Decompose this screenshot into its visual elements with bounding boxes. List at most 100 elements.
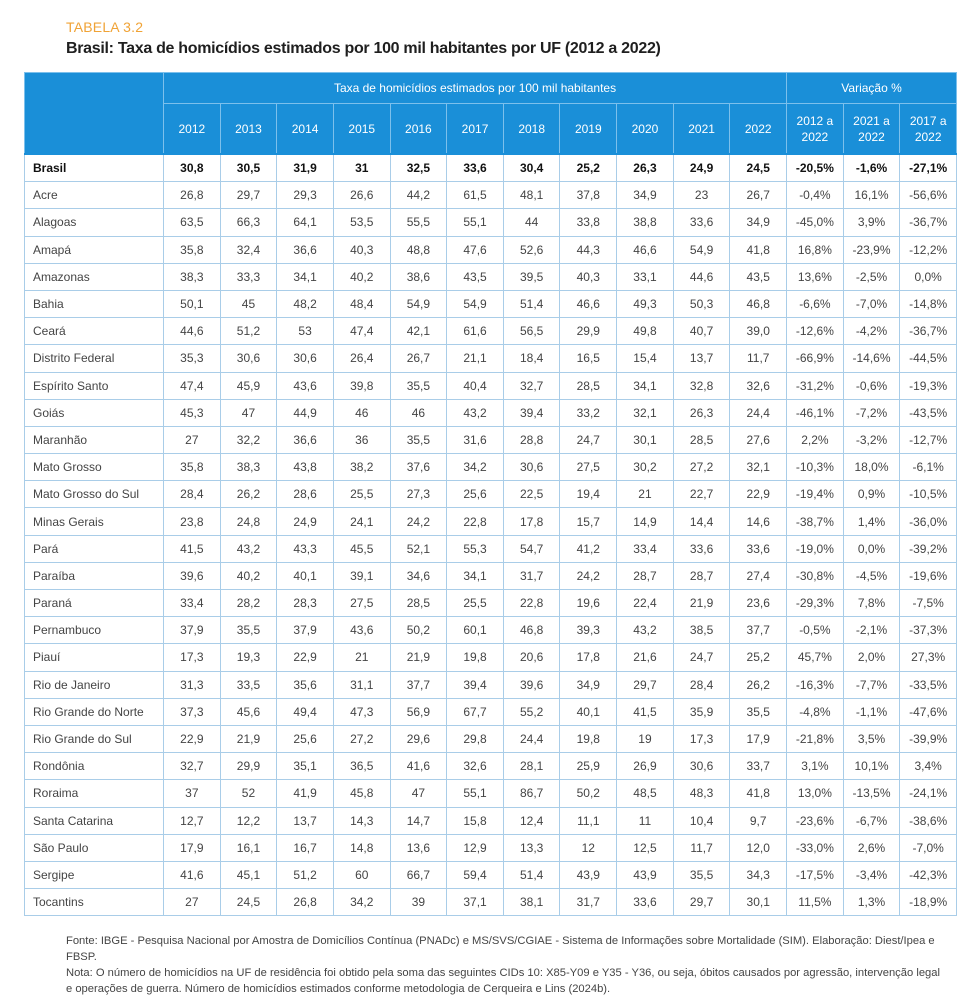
rate-cell: 39,1	[332, 561, 391, 591]
rate-cell: 24,9	[276, 507, 334, 536]
table-row: Paraná 33,4 28,2 28,3 27,5 28,5 25,5 22,8 19,6 22…	[24, 588, 957, 618]
rate-cell: 47	[219, 398, 278, 427]
rate-cell: 41,5	[616, 697, 674, 726]
variation-cell: -17,5%	[786, 860, 844, 890]
rate-cell: 17,9	[729, 724, 788, 754]
rate-cell: 27	[163, 425, 221, 455]
rate-cell: 28,4	[672, 670, 731, 699]
variation-cell: -7,5%	[899, 588, 957, 618]
rate-cell: 26,6	[332, 181, 391, 210]
table-row: Mato Grosso do Sul 28,4 26,2 28,6 25,5 27,3 25…	[24, 480, 957, 509]
rate-cell: 17,8	[502, 507, 561, 536]
table-row: Sergipe 41,6 45,1 51,2 60 66,7 59,4 51,4 43,9 43,…	[24, 860, 957, 890]
rate-cell: 26,3	[616, 153, 674, 183]
rate-cell: 29,7	[616, 670, 674, 699]
rate-cell: 48,8	[389, 235, 448, 264]
rate-cell: 43,9	[559, 860, 618, 890]
table-row: Ceará 44,6 51,2 53 47,4 42,1 61,6 56,5 29,9 49,8 4…	[24, 317, 957, 346]
rate-cell: 26,3	[672, 398, 731, 427]
rate-cell: 21,9	[389, 643, 448, 672]
rate-cell: 53	[276, 317, 334, 346]
uf-name: Tocantins	[24, 888, 164, 917]
rate-cell: 44,6	[163, 317, 221, 346]
variation-header-line: 2022	[801, 129, 829, 144]
rate-cell: 30,6	[219, 344, 278, 373]
rate-cell: 55,3	[446, 534, 504, 563]
variation-cell: -2,5%	[842, 262, 901, 291]
rate-cell: 26,8	[276, 888, 334, 917]
rate-cell: 28,6	[276, 480, 334, 509]
rate-cell: 33,6	[672, 534, 731, 563]
rate-cell: 32,5	[389, 153, 448, 183]
rate-cell: 34,6	[389, 561, 448, 591]
variation-cell: 13,6%	[786, 262, 844, 291]
rate-cell: 61,6	[446, 317, 504, 346]
rate-cell: 26,2	[729, 670, 788, 699]
rate-cell: 46,8	[729, 289, 788, 319]
rate-cell: 35,5	[389, 425, 448, 455]
variation-cell: -19,6%	[899, 561, 957, 591]
rate-cell: 43,2	[616, 616, 674, 645]
rate-cell: 24,7	[559, 425, 618, 455]
table-row: Pará 41,5 43,2 43,3 45,5 52,1 55,3 54,7 41,2 33,4…	[24, 534, 957, 563]
rate-cell: 15,7	[559, 507, 618, 536]
rate-cell: 19	[616, 724, 674, 754]
rate-cell: 14,6	[729, 507, 788, 536]
rate-cell: 32,8	[672, 371, 731, 400]
rate-cell: 39	[389, 888, 448, 917]
rate-cell: 49,3	[616, 289, 674, 319]
rate-cell: 38,2	[332, 453, 391, 482]
variation-cell: 2,2%	[786, 425, 844, 455]
rate-cell: 47,3	[332, 697, 391, 726]
variation-cell: 16,1%	[842, 181, 901, 210]
rate-cell: 14,8	[332, 833, 391, 862]
uf-name: Mato Grosso do Sul	[24, 480, 164, 509]
rate-cell: 56,5	[502, 317, 561, 346]
table-row: Tocantins 27 24,5 26,8 34,2 39 37,1 38,1 31,7 33,…	[24, 888, 957, 917]
variation-cell: 18,0%	[842, 453, 901, 482]
uf-name: Piauí	[24, 643, 164, 672]
rate-cell: 32,6	[446, 752, 504, 781]
rate-cell: 22,4	[616, 588, 674, 618]
table-row: Roraima 37 52 41,9 45,8 47 55,1 86,7 50,2 48,5 48,…	[24, 779, 957, 808]
rate-cell: 29,9	[219, 752, 278, 781]
rate-cell: 26,8	[163, 181, 221, 210]
rate-cell: 13,3	[502, 833, 561, 862]
variation-cell: -31,2%	[786, 371, 844, 400]
variation-cell: -46,1%	[786, 398, 844, 427]
rates-group-header: Taxa de homicídios estimados por 100 mil…	[162, 72, 788, 104]
variation-header-line: 2022	[914, 129, 942, 144]
variation-cell: 45,7%	[786, 643, 844, 672]
rate-cell: 22,7	[672, 480, 731, 509]
rate-cell: 33,6	[672, 208, 731, 237]
rate-cell: 14,7	[389, 806, 448, 835]
rate-cell: 19,8	[446, 643, 504, 672]
rate-cell: 50,3	[672, 289, 731, 319]
rate-cell: 54,7	[502, 534, 561, 563]
rate-cell: 30,6	[502, 453, 561, 482]
variation-cell: -6,6%	[786, 289, 844, 319]
rate-cell: 31	[332, 153, 391, 183]
uf-name: Brasil	[24, 153, 164, 183]
rate-cell: 34,1	[276, 262, 334, 291]
variation-cell: -36,7%	[899, 317, 957, 346]
rate-cell: 53,5	[332, 208, 391, 237]
rate-cell: 21,1	[446, 344, 504, 373]
table-row: Goiás 45,3 47 44,9 46 46 43,2 39,4 33,2 32,1 26,3 2…	[24, 398, 957, 427]
rate-cell: 33,7	[729, 752, 788, 781]
rate-cell: 33,1	[616, 262, 674, 291]
homicide-rate-table: Taxa de homicídios estimados por 100 mil…	[24, 72, 957, 917]
rate-cell: 46	[389, 398, 448, 427]
table-row: Piauí 17,3 19,3 22,9 21 21,9 19,8 20,6 17,8 21,6 2…	[24, 643, 957, 672]
rate-cell: 24,5	[219, 888, 278, 917]
table-label: TABELA 3.2	[66, 19, 144, 35]
variation-cell: -24,1%	[899, 779, 957, 808]
variation-cell: -14,8%	[899, 289, 957, 319]
rate-cell: 35,8	[163, 453, 221, 482]
uf-name: Alagoas	[24, 208, 164, 237]
rate-cell: 21	[332, 643, 391, 672]
rate-cell: 33,4	[163, 588, 221, 618]
rate-cell: 30,8	[163, 153, 221, 183]
uf-name: Paraíba	[24, 561, 164, 591]
rate-cell: 37,3	[163, 697, 221, 726]
